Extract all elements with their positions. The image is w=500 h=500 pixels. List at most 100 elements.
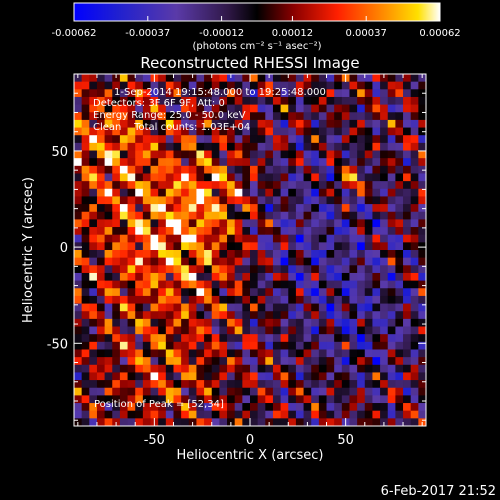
heatmap-cell [318,142,327,151]
heatmap-cell [341,349,350,358]
heatmap-cell [357,234,366,243]
heatmap-cell [142,403,151,412]
heatmap-cell [74,357,83,366]
heatmap-cell [188,127,197,136]
heatmap-cell [188,173,197,182]
heatmap-cell [219,318,228,327]
heatmap-cell [250,104,259,113]
heatmap-cell [265,311,274,320]
heatmap-cell [150,158,159,167]
heatmap-cell [127,418,136,426]
heatmap-cell [364,196,373,205]
heatmap-cell [349,311,358,320]
heatmap-cell [104,234,113,243]
heatmap-cell [326,158,335,167]
heatmap-cell [196,227,205,236]
heatmap-cell [173,318,182,327]
heatmap-cell [272,165,282,174]
heatmap-cell [341,119,350,128]
heatmap-cell [104,257,113,266]
colorbar-unit-label: (photons cm⁻² s⁻¹ asec⁻²) [192,41,321,52]
heatmap-cell [395,265,404,274]
heatmap-cell [81,403,90,412]
heatmap-cell [311,81,320,90]
annotation-detectors: Detectors: 3F 6F 9F, Att: 0 [93,98,225,109]
heatmap-cell [311,303,320,312]
heatmap-cell [250,372,259,381]
heatmap-cell [158,334,167,343]
heatmap-cell [380,380,389,389]
heatmap-cell [357,418,366,426]
heatmap-cell [403,326,412,335]
heatmap-cell [349,418,358,426]
heatmap-cell [81,280,90,289]
heatmap-cell [265,173,274,182]
heatmap-cell [234,204,243,213]
heatmap-cell [173,127,182,136]
heatmap-cell [410,318,419,327]
heatmap-cell [349,380,358,389]
heatmap-cell [295,81,304,90]
heatmap-cell [104,395,113,404]
heatmap-cell [364,295,373,304]
heatmap-cell [181,318,190,327]
heatmap-cell [104,250,113,259]
heatmap-cell [410,181,419,190]
heatmap-cell [280,81,289,90]
heatmap-cell [380,173,389,182]
heatmap-cell [272,387,282,396]
heatmap-cell [242,418,251,426]
heatmap-cell [288,288,297,297]
heatmap-cell [357,104,366,113]
heatmap-cell [250,127,259,136]
heatmap-cell [311,410,320,419]
heatmap-cell [81,257,90,266]
heatmap-cell [173,257,182,266]
heatmap-cell [272,341,282,350]
heatmap-cell [380,326,389,335]
heatmap-cell [150,112,159,121]
heatmap-cell [280,349,289,358]
heatmap-cell [272,196,282,205]
heatmap-cell [403,188,412,197]
heatmap-cell [265,288,274,297]
heatmap-cell [81,311,90,320]
heatmap-cell [311,173,320,182]
heatmap-cell [158,211,167,220]
heatmap-cell [257,403,266,412]
heatmap-cell [334,196,343,205]
heatmap-cell [173,81,182,90]
heatmap-cell [158,311,167,320]
heatmap-cell [242,410,251,419]
heatmap-cell [181,257,190,266]
heatmap-cell [204,364,213,373]
heatmap-cell [96,303,106,312]
heatmap-cell [349,227,358,236]
heatmap-cell [257,410,266,419]
heatmap-cell [372,181,381,190]
heatmap-cell [96,135,106,144]
heatmap-cell [295,196,304,205]
heatmap-cell [334,89,343,98]
heatmap-cell [211,272,220,282]
heatmap-cell [181,280,190,289]
heatmap-cell [112,89,121,98]
heatmap-cell [112,150,121,159]
heatmap-cell [303,165,312,174]
heatmap-cell [334,311,343,320]
heatmap-cell [150,410,159,419]
heatmap-cell [89,326,98,335]
heatmap-cell [288,311,297,320]
heatmap-cell [227,265,236,274]
heatmap-cell [372,142,381,151]
heatmap-cell [173,142,182,151]
heatmap-cell [96,387,106,396]
heatmap-cell [295,150,304,159]
heatmap-cell [74,96,83,106]
heatmap-cell [357,119,366,128]
heatmap-cell [165,372,174,381]
heatmap-cell [334,257,343,266]
heatmap-cell [165,204,174,213]
heatmap-cell [196,280,205,289]
heatmap-cell [135,272,144,282]
